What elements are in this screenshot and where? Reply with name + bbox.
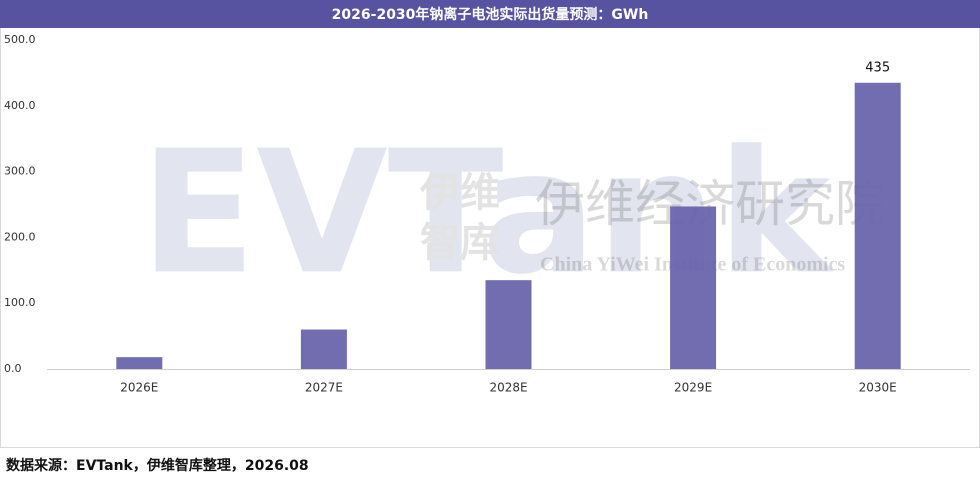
y-tick-label: 200.0: [4, 230, 36, 243]
watermark: EVTank 伊维 智库: [140, 114, 834, 312]
bar: [300, 329, 347, 369]
bar: [485, 280, 532, 369]
chart-frame: [0, 0, 980, 448]
bar: [670, 206, 717, 369]
y-tick-label: 300.0: [4, 165, 36, 178]
watermark-logo: EVTank: [140, 114, 834, 312]
source-note: 数据来源：EVTank，伊维智库整理，2026.08: [6, 457, 309, 474]
chart-title: 2026-2030年钠离子电池实际出货量预测：GWh: [332, 6, 649, 23]
y-tick-label: 100.0: [4, 296, 36, 309]
title-bar: [0, 0, 980, 28]
watermark-short-1: 伊维: [419, 170, 500, 216]
x-tick-label: 2028E: [489, 381, 527, 395]
bar: [116, 357, 163, 369]
y-tick-label: 500.0: [4, 33, 36, 46]
y-tick-label: 400.0: [4, 99, 36, 112]
x-tick-label: 2030E: [859, 381, 897, 395]
x-tick-label: 2029E: [674, 381, 712, 395]
watermark-short-2: 智库: [420, 220, 500, 266]
bar: [854, 82, 901, 370]
x-tick-label: 2026E: [120, 381, 158, 395]
y-tick-label: 0.0: [4, 362, 22, 375]
x-tick-label: 2027E: [305, 381, 343, 395]
data-label: 435: [865, 60, 890, 75]
